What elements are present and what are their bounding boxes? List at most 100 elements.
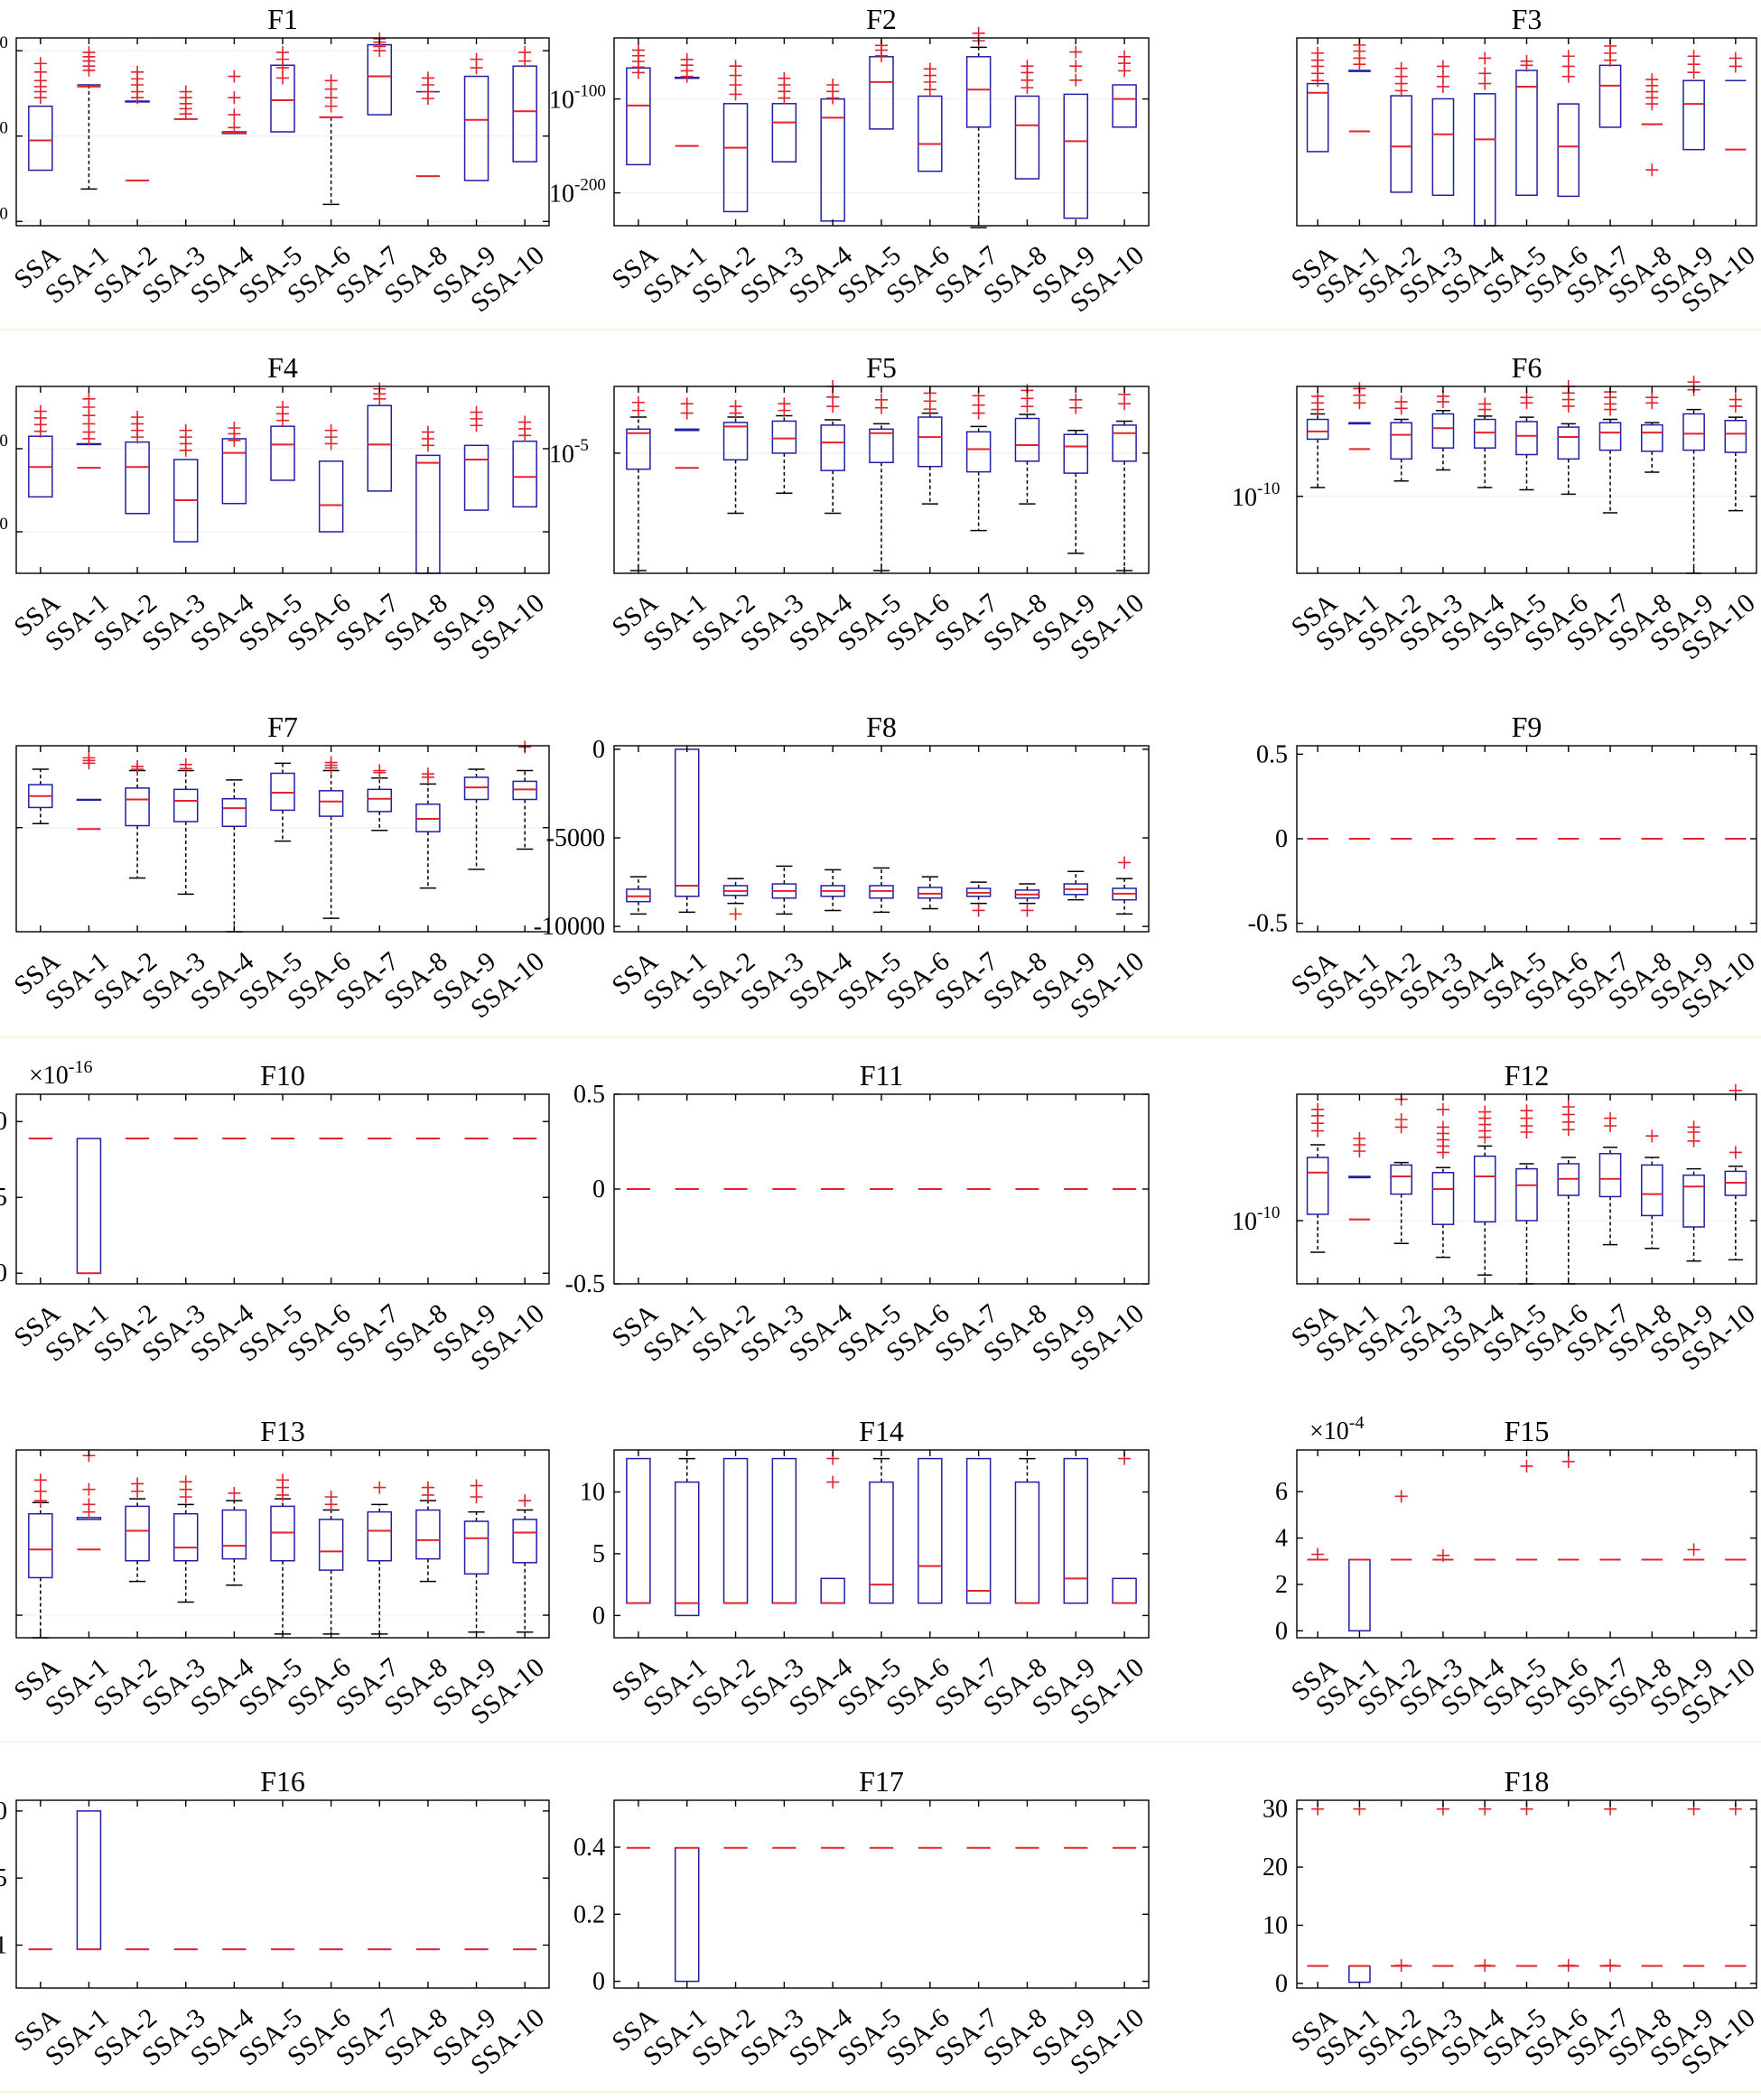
y-tick-label: 0: [592, 736, 605, 764]
box-iqr: [1682, 1174, 1705, 1228]
y-tick-label: 30: [1263, 1796, 1288, 1824]
box-iqr: [918, 1457, 943, 1604]
box-iqr: [1014, 1481, 1040, 1604]
box-iqr: [76, 1810, 102, 1950]
box-ssa-8: [1641, 73, 1663, 177]
outlier-marker: [421, 439, 434, 452]
outlier-marker: [324, 761, 338, 775]
y-tick-label: 0.4: [573, 1834, 605, 1862]
box-ssa-4: [820, 869, 845, 912]
y-tick-label: 0: [592, 1175, 605, 1203]
box-ssa-4: [221, 1486, 247, 1586]
subplot-title: F9: [1512, 711, 1542, 743]
subplot-f8: F80-5000-10000SSASSA-1SSA-2SSA-3SSA-4SSA…: [534, 711, 1150, 1024]
outlier-marker: [276, 71, 289, 85]
subplot-f6: F610-10SSASSA-1SSA-2SSA-3SSA-4SSA-5SSA-6…: [1232, 351, 1761, 665]
box-ssa-4: [820, 79, 845, 222]
box-ssa-5: [270, 762, 295, 842]
subplot-title: F2: [866, 3, 897, 35]
box-ssa-3: [771, 865, 797, 915]
box-ssa-9: [1682, 1120, 1705, 1262]
outlier-marker: [875, 49, 888, 62]
outlier-marker: [373, 392, 387, 405]
y-tick-label: 4: [1275, 1525, 1288, 1553]
box-ssa-10: [1112, 856, 1137, 915]
outlier-marker: [1520, 1126, 1533, 1138]
subplot-f16: F160-0.5-1SSASSA-1SSA-2SSA-3SSA-4SSA-5SS…: [0, 1765, 550, 2080]
outlier-marker: [729, 907, 742, 921]
box-iqr: [1063, 93, 1089, 219]
box-ssa: [28, 768, 53, 825]
y-tick-label: 10: [580, 1479, 605, 1507]
plot-frame: [613, 1449, 1150, 1639]
y-tick-label: 0: [1275, 825, 1288, 853]
box-ssa-5: [869, 39, 894, 130]
box-iqr: [1348, 1558, 1371, 1632]
box-ssa-10: [1725, 51, 1747, 151]
box-iqr: [869, 1481, 894, 1604]
y-tick-label: 2: [1275, 1571, 1288, 1599]
box-ssa: [1306, 389, 1329, 488]
box-ssa: [626, 1457, 651, 1604]
y-tick-label: 10-10: [1232, 1203, 1280, 1236]
y-tick-exponent: -5: [574, 436, 589, 455]
box-ssa-4: [221, 70, 247, 135]
outlier-marker: [276, 413, 289, 427]
box-iqr: [965, 431, 992, 473]
outlier-marker: [518, 54, 532, 68]
subplot-title: F3: [1512, 3, 1542, 35]
row-separator: [0, 329, 1761, 330]
y-tick-label: 0: [1275, 1970, 1288, 1998]
subplot-f4: F410-10010-200SSASSA-1SSA-2SSA-3SSA-4SSA…: [0, 351, 550, 665]
box-ssa-1: [76, 1449, 102, 1551]
outlier-marker: [826, 1475, 840, 1489]
subplot-f12: F1210-10SSASSA-1SSA-2SSA-3SSA-4SSA-5SSA-…: [1232, 1059, 1761, 1376]
box-ssa-2: [125, 1477, 150, 1583]
subplot-f10: F10×10-161050SSASSA-1SSA-2SSA-3SSA-4SSA-…: [0, 1057, 550, 1376]
box-iqr: [820, 1577, 845, 1604]
outlier-marker: [1520, 396, 1533, 410]
outlier-marker: [518, 429, 532, 442]
y-tick-label: 0: [1275, 1617, 1288, 1645]
outlier-marker: [1645, 163, 1659, 177]
outlier-marker: [131, 431, 144, 444]
box-ssa-2: [125, 411, 150, 515]
outlier-marker: [1604, 1958, 1617, 1972]
box-iqr: [722, 422, 749, 461]
y-tick-label: -5000: [546, 824, 605, 852]
outlier-marker: [1728, 60, 1742, 73]
box-ssa: [1306, 46, 1329, 153]
box-iqr: [1557, 103, 1580, 198]
outlier-marker: [1020, 81, 1034, 95]
outlier-marker: [421, 92, 434, 106]
outlier-marker: [1604, 53, 1617, 67]
plot-frame: [613, 1799, 1150, 1989]
subplot-f7: F710-4SSASSA-1SSA-2SSA-3SSA-4SSA-5SSA-6S…: [8, 711, 550, 1024]
box-ssa-1: [76, 751, 102, 831]
box-ssa-8: [415, 767, 441, 889]
outlier-marker: [923, 403, 936, 416]
box-iqr: [1112, 1577, 1137, 1604]
outlier-marker: [518, 1494, 532, 1508]
outlier-marker: [131, 1484, 144, 1498]
box-ssa-6: [318, 423, 344, 533]
box-ssa-3: [172, 757, 199, 896]
box-ssa-4: [221, 422, 247, 505]
outlier-marker: [1069, 73, 1083, 87]
box-ssa-2: [722, 60, 749, 213]
outlier-marker: [778, 404, 791, 417]
outlier-marker: [1728, 399, 1742, 413]
outlier-marker: [33, 1494, 47, 1508]
row-separator: [0, 1036, 1761, 1038]
outlier-marker: [778, 91, 791, 105]
box-iqr: [1557, 426, 1580, 460]
box-ssa-4: [1473, 51, 1496, 227]
box-iqr: [1112, 84, 1137, 128]
outlier-marker: [1436, 1548, 1449, 1562]
outlier-marker: [82, 432, 96, 445]
outlier-marker: [1118, 64, 1132, 78]
outlier-marker: [228, 70, 241, 83]
outlier-marker: [1394, 1120, 1408, 1134]
box-iqr: [1598, 64, 1622, 128]
outlier-marker: [1561, 1123, 1575, 1137]
